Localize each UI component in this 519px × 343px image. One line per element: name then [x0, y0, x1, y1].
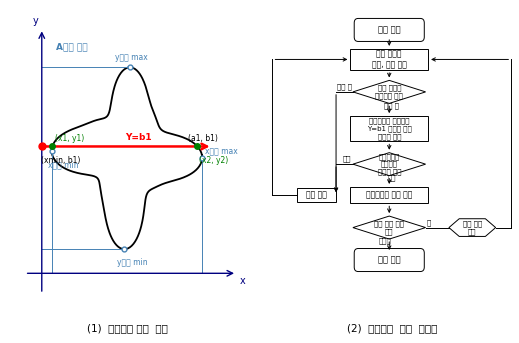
Polygon shape	[449, 219, 496, 236]
Text: 임의좌표의 지역 소속: 임의좌표의 지역 소속	[366, 191, 413, 200]
Text: (2)  인구분포  계산  순서도: (2) 인구분포 계산 순서도	[347, 323, 437, 333]
Text: (1)  인구분포 생성  원리: (1) 인구분포 생성 원리	[87, 323, 168, 333]
Text: y: y	[32, 15, 38, 25]
Text: 지역 좌표의
최대, 최소 계산: 지역 좌표의 최대, 최소 계산	[372, 50, 407, 69]
Text: y좌표 max: y좌표 max	[115, 53, 148, 62]
Text: 범위 밖: 범위 밖	[337, 83, 352, 90]
Text: 범위 안: 범위 안	[385, 102, 399, 108]
Polygon shape	[353, 80, 426, 103]
Bar	[297, 188, 336, 202]
FancyBboxPatch shape	[354, 249, 425, 272]
Text: y좌표 min: y좌표 min	[117, 258, 147, 268]
Text: 계산 시작: 계산 시작	[378, 25, 401, 34]
Text: 홀수: 홀수	[343, 156, 352, 162]
Text: 예: 예	[427, 219, 431, 226]
Text: x: x	[239, 276, 245, 286]
Text: 다음 지역
준비: 다음 지역 준비	[462, 221, 482, 235]
Text: x좌표 max: x좌표 max	[204, 147, 237, 157]
Bar	[350, 187, 428, 203]
Text: Y=b1: Y=b1	[125, 133, 152, 142]
Text: (x2, y2): (x2, y2)	[199, 156, 228, 165]
Text: 아니오: 아니오	[379, 238, 392, 244]
Text: x좌표 min: x좌표 min	[48, 161, 78, 169]
Text: 지역좌표와
방정식의
교차점 개수: 지역좌표와 방정식의 교차점 개수	[377, 153, 401, 175]
Text: 지역 외부: 지역 외부	[306, 191, 327, 200]
Text: 계산 종료: 계산 종료	[378, 256, 401, 264]
Polygon shape	[353, 153, 426, 176]
Text: 짝수: 짝수	[388, 174, 396, 181]
Text: A지역 좌표: A지역 좌표	[57, 42, 88, 51]
FancyBboxPatch shape	[354, 19, 425, 42]
Bar	[350, 49, 428, 70]
Text: 지역좌표와 임의좌표
Y=b1 방정식 사이
교차점 계산: 지역좌표와 임의좌표 Y=b1 방정식 사이 교차점 계산	[367, 118, 412, 140]
Text: 다음 지역 존재
유무: 다음 지역 존재 유무	[374, 221, 404, 235]
Text: 임의 좌표와
최대최소 비교: 임의 좌표와 최대최소 비교	[375, 85, 403, 99]
Text: (x1, y1): (x1, y1)	[55, 133, 84, 143]
Polygon shape	[353, 216, 426, 239]
Text: (a1, b1): (a1, b1)	[188, 133, 218, 143]
Text: (xmin, b1): (xmin, b1)	[40, 156, 80, 165]
Bar	[350, 116, 428, 141]
